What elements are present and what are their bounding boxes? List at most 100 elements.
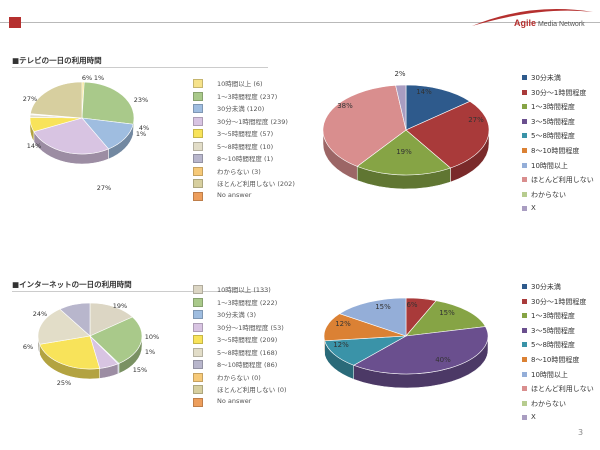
pie-2-slice-1 bbox=[405, 84, 471, 131]
internet-section-title: ■インターネットの一日の利用時間 bbox=[12, 280, 132, 289]
pie-chart-2: 2% 14% 27% 19% 38% bbox=[322, 70, 490, 190]
svg-text:Agile Media Network: Agile Media Network bbox=[514, 18, 585, 28]
pie-4-data-label: 12% bbox=[335, 320, 351, 328]
legend-label: 30分～1時間程度 (53) bbox=[217, 323, 284, 332]
legend-swatch bbox=[522, 342, 527, 348]
pie-4-slice-4 bbox=[353, 326, 489, 375]
legend-label: 3～5時間程度 (57) bbox=[217, 130, 274, 138]
pie-3-slice-7 bbox=[59, 302, 91, 337]
pie-1-data-label: 4% bbox=[139, 124, 149, 132]
legend-swatch bbox=[522, 415, 527, 421]
pie-1-data-label: 1% bbox=[136, 130, 146, 138]
legend-label: 8～10時間程度 (86) bbox=[217, 361, 278, 369]
legend-label: No answer bbox=[217, 190, 252, 199]
legend-label: ほとんど利用しない (0) bbox=[217, 386, 287, 394]
legend-label: 30分未満 (120) bbox=[217, 105, 265, 113]
pie-4-data-label: 40% bbox=[435, 356, 451, 364]
legend-label: 8～10時間程度 bbox=[531, 356, 580, 364]
legend-swatch bbox=[522, 75, 527, 80]
brand-square bbox=[9, 17, 21, 28]
pie-2-data-label: 38% bbox=[337, 102, 353, 110]
legend-swatch bbox=[193, 129, 203, 138]
pie-2-slice-8 bbox=[322, 85, 407, 167]
pie-1-data-label: 6% bbox=[82, 74, 92, 82]
legend-label: 30分～1時間程度 bbox=[531, 88, 587, 97]
legend-swatch bbox=[522, 386, 527, 392]
legend-label: ほとんど利用しない bbox=[531, 385, 594, 394]
legend-label: わからない bbox=[531, 399, 566, 408]
legend-label: 1～3時間程度 (237) bbox=[217, 92, 278, 101]
legend-swatch bbox=[193, 297, 203, 307]
legend-swatch bbox=[522, 206, 527, 212]
agile-media-network-logo: Agile Media Network bbox=[472, 9, 593, 28]
pie-2-data-label: 27% bbox=[468, 116, 484, 124]
legend-label: X bbox=[531, 204, 536, 213]
legend-label: 8～10時間程度 bbox=[531, 147, 580, 155]
legend-swatch bbox=[193, 141, 203, 151]
legend-label: ほとんど利用しない (202) bbox=[217, 180, 295, 188]
pie-1-data-label: 1% bbox=[94, 74, 104, 82]
legend-swatch bbox=[193, 360, 203, 369]
pie-1-data-label: 27% bbox=[23, 95, 37, 103]
logo-suffix: Media Network bbox=[536, 21, 585, 28]
legend-label: 10時間以上 (133) bbox=[217, 286, 271, 294]
pie-2-slice-3 bbox=[356, 129, 452, 176]
legend-label: 1～3時間程度 (222) bbox=[217, 298, 278, 307]
legend-label: 30分未満 bbox=[531, 283, 561, 291]
pie-2-slice-10 bbox=[395, 84, 407, 131]
pie-chart-4: 6% 15% 40% 12% 12% 15% bbox=[323, 297, 489, 389]
legend-swatch bbox=[522, 327, 527, 333]
legend-label: 30分～1時間程度 (239) bbox=[217, 117, 288, 126]
legend-swatch bbox=[193, 335, 203, 344]
legend-swatch bbox=[193, 116, 203, 126]
legend-label: X bbox=[531, 413, 536, 422]
pie-3-slice-2 bbox=[89, 316, 143, 364]
pie-2-data-label: 14% bbox=[416, 88, 432, 96]
pie-chart-3: 19% 10% 1% 15% 25% 6% 24% bbox=[23, 302, 159, 387]
legend-label: 10時間以上 bbox=[531, 370, 568, 379]
legend-swatch bbox=[522, 162, 527, 168]
legend-swatch bbox=[522, 118, 527, 124]
legend-label: 5～8時間程度 bbox=[531, 341, 575, 350]
legend-label: 1～3時間程度 bbox=[531, 103, 575, 112]
pie-3-data-label: 10% bbox=[145, 333, 159, 341]
pie-1-data-label: 23% bbox=[134, 96, 148, 104]
pie-3-data-label: 6% bbox=[23, 343, 33, 351]
pie-2-slice-2 bbox=[405, 100, 490, 169]
legend-label: 5～8時間程度 (168) bbox=[217, 348, 278, 357]
legend-label: 5～8時間程度 (10) bbox=[217, 142, 274, 151]
pie-3-data-label: 24% bbox=[33, 310, 47, 318]
pie-4-data-label: 6% bbox=[406, 301, 417, 309]
legend-swatch bbox=[522, 177, 527, 183]
legend-swatch bbox=[522, 400, 527, 406]
legend-swatch bbox=[522, 104, 527, 110]
tv-section-rule bbox=[12, 67, 268, 68]
page-number: 3 bbox=[578, 428, 584, 437]
legend-label: 30分未満 (3) bbox=[217, 311, 257, 319]
legend-swatch bbox=[193, 166, 203, 176]
pie-4-data-label: 15% bbox=[375, 303, 391, 311]
legend-swatch bbox=[193, 397, 203, 407]
pie-1-slice-4 bbox=[33, 117, 110, 155]
pie-3-data-label: 25% bbox=[57, 379, 71, 387]
legend-label: 5～8時間程度 bbox=[531, 132, 575, 141]
legend-swatch bbox=[522, 133, 527, 139]
pie-1-data-label: 14% bbox=[27, 142, 41, 150]
legend-swatch bbox=[193, 385, 203, 394]
legend-swatch bbox=[522, 371, 527, 377]
legend-swatch bbox=[522, 191, 527, 197]
pie-1-slice-9 bbox=[30, 81, 83, 119]
tv-section-title: ■テレビの一日の利用時間 bbox=[12, 56, 102, 65]
internet-section-rule bbox=[12, 291, 268, 292]
pie-4-slice-5 bbox=[324, 335, 407, 366]
legend-swatch bbox=[193, 91, 203, 101]
legend-swatch bbox=[522, 89, 527, 95]
legend-label: No answer bbox=[217, 396, 252, 405]
legend-swatch bbox=[193, 372, 203, 382]
pie-4-data-label: 15% bbox=[439, 309, 455, 317]
legend-swatch bbox=[522, 148, 527, 153]
legend-label: 1～3時間程度 bbox=[531, 312, 575, 321]
pie-2-data-label: 2% bbox=[394, 70, 405, 78]
legend-label: わからない bbox=[531, 190, 566, 199]
legend-swatch bbox=[522, 357, 527, 362]
